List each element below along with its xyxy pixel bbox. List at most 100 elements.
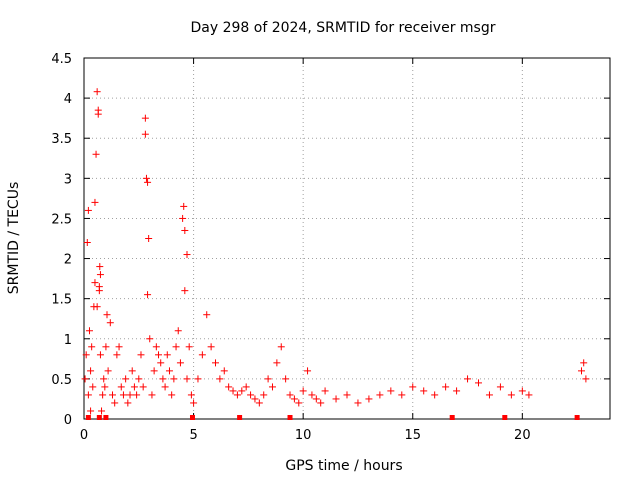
data-point — [100, 375, 108, 383]
data-point — [124, 399, 132, 407]
data-point — [194, 375, 202, 383]
data-point — [135, 375, 143, 383]
data-point — [295, 399, 303, 407]
x-tick-label: 15 — [404, 428, 421, 443]
data-point — [89, 383, 97, 391]
data-point — [144, 178, 152, 186]
data-point — [141, 130, 149, 138]
zero-marker — [502, 415, 508, 420]
data-point — [84, 206, 92, 214]
y-axis-title: SRMTID / TECUs — [6, 182, 22, 295]
data-point — [525, 391, 533, 399]
data-point — [83, 239, 91, 247]
data-point — [308, 391, 316, 399]
data-point — [152, 343, 160, 351]
data-point — [304, 367, 312, 375]
y-tick-label: 4 — [64, 92, 72, 107]
data-point — [485, 391, 493, 399]
data-point — [163, 351, 171, 359]
data-point — [464, 375, 472, 383]
data-point — [159, 375, 167, 383]
data-point — [168, 391, 176, 399]
data-point — [102, 343, 110, 351]
data-point — [442, 383, 450, 391]
data-point — [157, 359, 165, 367]
data-point — [165, 367, 173, 375]
data-point — [87, 407, 95, 415]
data-point — [229, 387, 237, 395]
x-tick-label: 10 — [295, 428, 312, 443]
data-point — [146, 335, 154, 343]
data-point — [113, 351, 121, 359]
data-point — [99, 391, 107, 399]
data-point — [255, 399, 263, 407]
data-point — [183, 251, 191, 259]
data-point — [180, 202, 188, 210]
data-point — [95, 283, 103, 291]
x-tick-label: 5 — [189, 428, 197, 443]
data-point — [187, 391, 195, 399]
data-point — [111, 399, 119, 407]
data-point — [286, 391, 294, 399]
y-tick-label: 3.5 — [51, 132, 72, 147]
data-point — [174, 327, 182, 335]
data-point — [321, 387, 329, 395]
y-tick-label: 2.5 — [51, 212, 72, 227]
data-point — [264, 375, 272, 383]
x-tick-label: 20 — [514, 428, 531, 443]
data-point — [96, 351, 104, 359]
data-point — [117, 383, 125, 391]
data-point — [220, 367, 228, 375]
data-point — [94, 106, 102, 114]
data-point — [181, 287, 189, 295]
data-point — [93, 303, 101, 311]
data-point — [93, 88, 101, 96]
data-point — [141, 114, 149, 122]
zero-marker — [237, 415, 243, 420]
data-point — [104, 367, 112, 375]
data-point — [190, 399, 198, 407]
data-point — [312, 395, 320, 403]
x-tick-label: 0 — [80, 428, 88, 443]
data-point — [106, 319, 114, 327]
data-point — [115, 343, 123, 351]
y-tick-label: 2 — [64, 253, 72, 268]
y-tick-label: 1.5 — [51, 293, 72, 308]
y-tick-labels: 0 0.5 1 1.5 2 2.5 3 3.5 4 4.5 — [51, 52, 72, 428]
plot-frame — [83, 57, 611, 420]
data-point — [453, 387, 461, 395]
data-point — [92, 150, 100, 158]
data-point — [122, 375, 130, 383]
data-point — [181, 226, 189, 234]
zero-marker — [287, 415, 293, 420]
data-point — [431, 391, 439, 399]
zero-marker — [574, 415, 580, 420]
data-point — [119, 391, 127, 399]
data-point — [518, 387, 526, 395]
zero-marker — [449, 415, 455, 420]
grid-lines — [84, 58, 610, 419]
data-point — [343, 391, 351, 399]
data-point — [216, 375, 224, 383]
data-point — [268, 383, 276, 391]
data-point — [578, 367, 586, 375]
data-point — [365, 395, 373, 403]
data-point — [225, 383, 233, 391]
data-point — [91, 279, 99, 287]
data-point — [133, 391, 141, 399]
data-point — [212, 359, 219, 367]
data-point — [290, 395, 298, 403]
data-point — [150, 367, 158, 375]
data-point — [398, 391, 406, 399]
data-point — [155, 351, 163, 359]
data-point — [242, 383, 250, 391]
data-point — [144, 291, 152, 299]
zero-marker — [96, 415, 102, 420]
data-point — [81, 375, 89, 383]
data-point — [145, 235, 153, 242]
data-point — [387, 387, 395, 395]
data-point — [251, 395, 259, 403]
data-point — [420, 387, 428, 395]
